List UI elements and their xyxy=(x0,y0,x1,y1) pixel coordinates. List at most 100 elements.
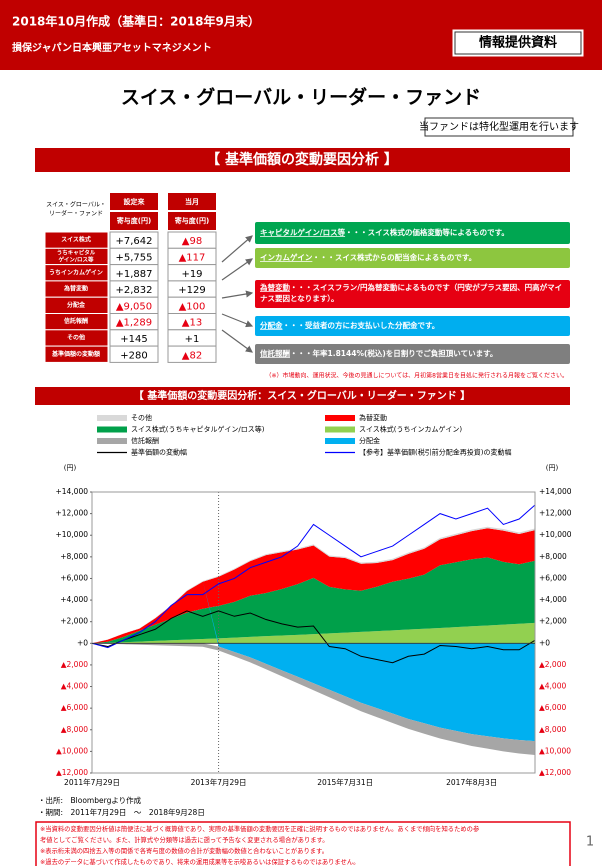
disclaimer: ※表示桁未満の四捨五入等の関係で各寄与度の数値の合計が変動幅の数値と合わないこと… xyxy=(40,846,328,855)
row-label: その他 xyxy=(67,333,85,341)
y2-tick-label: ▲2,000 xyxy=(539,660,566,669)
explanation-term: インカムゲイン xyxy=(260,252,313,262)
value: ▲117 xyxy=(179,252,206,263)
legend-swatch xyxy=(97,415,127,421)
area xyxy=(92,643,535,756)
explanation-term: 分配金 xyxy=(260,320,283,330)
value-cell xyxy=(109,345,159,363)
y2-tick-label: ▲12,000 xyxy=(539,768,571,777)
column-unit-label: 寄与度(円) xyxy=(117,216,151,225)
section-bar xyxy=(35,148,570,172)
y2-tick-label: +10,000 xyxy=(539,530,572,539)
disclaimer: 考値としてご覧ください。また、計算式や分類等は過去に遡って予告なく変更される場合… xyxy=(40,835,329,844)
value: +1 xyxy=(185,334,200,345)
y-tick-label: ▲10,000 xyxy=(56,746,88,755)
y-tick-label: +10,000 xyxy=(55,530,88,539)
value: ▲1,289 xyxy=(116,318,152,329)
value: ▲82 xyxy=(182,350,202,361)
arrows xyxy=(221,235,254,353)
section-title: 【 基準価額の変動要因分析 】 xyxy=(206,151,398,168)
explanation-box xyxy=(255,280,570,308)
column-head xyxy=(110,193,158,210)
column-period: 設定来 xyxy=(124,197,146,206)
value: ▲13 xyxy=(182,318,202,329)
explanation-box xyxy=(255,222,570,244)
badge-inner xyxy=(454,31,582,55)
legend-swatch xyxy=(325,426,355,433)
source: ・出所: Bloombergより作成 xyxy=(38,795,142,805)
column-unit-label: 寄与度(円) xyxy=(175,216,209,225)
explanation: 分配金・・・受益者の方にお支払いした分配金です。 xyxy=(260,320,439,330)
x-tick-label: 2017年8月3日 xyxy=(446,777,497,787)
value: ▲98 xyxy=(182,236,202,247)
legend-swatch xyxy=(325,415,355,421)
explanation: 為替変動・・・スイスフラン/円為替変動によるものです（円安がプラス要因、円高がマ… xyxy=(260,282,562,292)
value: +280 xyxy=(120,350,147,361)
y2-tick-label: ▲10,000 xyxy=(539,746,571,755)
value: +5,755 xyxy=(115,252,152,263)
badge: 情報提供資料 xyxy=(479,35,557,51)
value: +129 xyxy=(178,285,205,296)
value: +145 xyxy=(120,334,147,345)
y2-tick-label: +8,000 xyxy=(539,552,567,561)
disclaimer: ※当資料の変動要因分析値は簡便法に基づく概算値であり、実際の基準価額の変動要因を… xyxy=(40,824,480,833)
row-label-cell xyxy=(44,345,109,363)
y-tick-label: +0 xyxy=(77,638,88,647)
header-date: 2018年10月作成（基準日：2018年9月末） xyxy=(12,14,260,29)
y-tick-label: +6,000 xyxy=(60,573,88,582)
legend-label: 分配金 xyxy=(359,436,380,445)
period: ・期間: 2011年7月29日 ～ 2018年9月28日 xyxy=(38,807,205,817)
y-tick-label: ▲8,000 xyxy=(61,725,88,734)
y-tick-label: ▲6,000 xyxy=(61,703,88,712)
explanation-box xyxy=(255,344,570,364)
area xyxy=(92,557,535,644)
explanation-text: ・・・年率1.8144%(税込)を日割りでご負担頂いています。 xyxy=(290,348,497,358)
disclaimer-box xyxy=(35,821,571,866)
y2-tick-label: ▲6,000 xyxy=(539,703,566,712)
explanation-text: ナス要因となります）。 xyxy=(260,293,339,303)
y-tick-label: +12,000 xyxy=(55,509,88,518)
legend-label: 【参考】基準価額(税引前分配金再投資)の変動幅 xyxy=(359,448,511,457)
x-tick-label: 2011年7月29日 xyxy=(64,777,120,787)
explanation-box xyxy=(255,316,570,336)
explanation-box xyxy=(255,248,570,268)
y2-tick-label: +12,000 xyxy=(539,509,572,518)
value: +7,642 xyxy=(115,236,152,247)
y-tick-label: +2,000 xyxy=(60,617,88,626)
y-tick-label: ▲4,000 xyxy=(61,682,88,691)
y2-tick-label: +6,000 xyxy=(539,573,567,582)
explanation-text: ・・・スイスフラン/円為替変動によるものです（円安がプラス要因、円高がマイ xyxy=(290,282,562,292)
area xyxy=(92,622,535,644)
x-tick-label: 2015年7月31日 xyxy=(317,777,373,787)
y-tick-label: +8,000 xyxy=(60,552,88,561)
x-tick-label: 2013年7月29日 xyxy=(191,777,247,787)
y2-tick-label: +2,000 xyxy=(539,617,567,626)
column-head xyxy=(168,193,216,210)
row-label: ゲイン/ロス等 xyxy=(59,255,94,263)
y2-tick-label: +0 xyxy=(539,638,550,647)
y2-tick-label: ▲4,000 xyxy=(539,682,566,691)
legend-swatch xyxy=(325,438,355,444)
table-corner: スイス・グローバル・ xyxy=(46,201,106,209)
explanation-term: キャピタルゲイン/ロス等 xyxy=(260,227,346,237)
value: +19 xyxy=(181,269,202,280)
line xyxy=(91,610,536,664)
row-label: うちキャピタル xyxy=(57,248,96,256)
y-unit: (円) xyxy=(64,464,77,472)
y-tick-label: +14,000 xyxy=(55,487,88,496)
row-label: うちインカムゲイン xyxy=(49,268,103,276)
legend-swatch xyxy=(97,438,127,444)
column-period: 当月 xyxy=(185,197,199,206)
legend-label: スイス株式(うちキャピタルゲイン/ロス等) xyxy=(131,425,265,434)
legend-label: 信託報酬 xyxy=(131,436,159,445)
note: （※）市場動向、運用状況、今後の見通しについては、月初第8営業日を目処に発行され… xyxy=(265,372,568,380)
value: ▲9,050 xyxy=(116,301,152,312)
explanation: インカムゲイン・・・スイス株式からの配当金によるものです。 xyxy=(260,252,476,262)
explanation-term: 信託報酬 xyxy=(260,348,290,358)
plot-frame xyxy=(91,491,536,774)
value: +2,832 xyxy=(115,285,152,296)
explanation: 信託報酬・・・年率1.8144%(税込)を日割りでご負担頂いています。 xyxy=(260,348,497,358)
explanation: キャピタルゲイン/ロス等・・・スイス株式の価格変動等によるものです。 xyxy=(260,227,509,237)
table-corner: リーダー・ファンド xyxy=(49,210,103,218)
y-tick-label: ▲12,000 xyxy=(56,768,88,777)
